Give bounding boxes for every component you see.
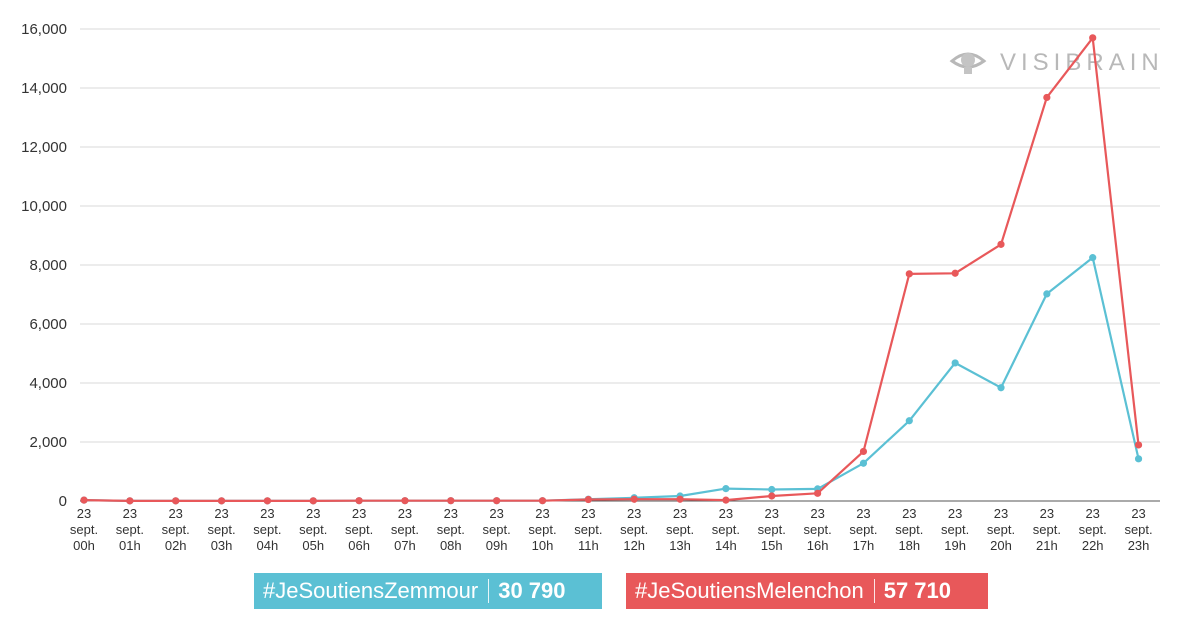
data-point	[951, 359, 959, 367]
data-point	[309, 497, 317, 505]
legend-item-zemmour: #JeSoutiensZemmour 30 790	[254, 573, 602, 609]
x-tick-label: 23 sept. 01h	[116, 506, 144, 553]
x-tick-label: 23 sept. 09h	[483, 506, 511, 553]
x-tick-label: 23 sept. 02h	[162, 506, 190, 553]
data-point	[538, 497, 547, 505]
data-point	[630, 495, 638, 503]
x-tick-label: 23 sept. 00h	[70, 506, 98, 553]
series-lines	[80, 34, 1143, 505]
legend-melenchon-name: #JeSoutiensMelenchon	[635, 578, 864, 603]
visibrain-watermark: VISIBRAIN	[949, 49, 1159, 76]
x-tick-label: 23 sept. 08h	[437, 506, 465, 553]
y-tick-label: 8,000	[29, 257, 67, 274]
data-point	[126, 497, 134, 505]
x-tick-label: 23 sept. 04h	[253, 506, 281, 553]
data-point	[676, 495, 684, 503]
data-point	[905, 417, 913, 425]
line-chart: 0 2,000 4,000 6,000 8,000 10,000 12,000 14,000 1…	[21, 21, 1160, 553]
x-tick-label: 23 sept. 10h	[528, 506, 556, 553]
x-tick-label: 23 sept. 03h	[207, 506, 235, 553]
legend-separator	[488, 579, 490, 603]
legend-zemmour-total: 30 790	[498, 578, 566, 603]
legend-separator	[873, 579, 875, 603]
x-tick-label: 23 sept. 23h	[1124, 506, 1152, 553]
data-point	[1134, 455, 1143, 463]
x-tick-label: 23 sept. 07h	[391, 506, 419, 553]
x-tick-label: 23 sept. 18h	[895, 506, 923, 553]
y-tick-label: 0	[59, 493, 67, 510]
legend-melenchon-total: 57 710	[883, 578, 952, 603]
x-tick-label: 23 sept. 11h	[574, 506, 602, 553]
data-point	[447, 497, 455, 505]
x-tick-label: 23 sept. 14h	[712, 506, 740, 553]
y-tick-label: 2,000	[29, 434, 67, 451]
data-point	[722, 496, 730, 504]
series-line	[83, 256, 1140, 502]
x-tick-label: 23 sept. 05h	[299, 506, 327, 553]
legend-item-melenchon: #JeSoutiensMelenchon 57 710	[626, 573, 988, 609]
data-point	[80, 496, 88, 504]
series-1	[80, 34, 1143, 505]
data-point	[493, 497, 501, 505]
legend-zemmour-name: #JeSoutiensZemmour	[263, 578, 479, 603]
data-point	[997, 240, 1005, 248]
data-point	[401, 497, 409, 505]
data-point	[217, 497, 226, 505]
data-point	[722, 485, 730, 493]
x-tick-label: 23 sept. 16h	[804, 506, 832, 553]
y-axis-ticks: 0 2,000 4,000 6,000 8,000 10,000 12,000 14,000 1…	[21, 21, 67, 510]
x-axis-ticks: 23 sept. 00h 23 sept. 01h 23 sept. 02h 23 sept. 03h…	[70, 506, 1153, 553]
series-line	[83, 36, 1140, 502]
data-point	[768, 485, 776, 494]
x-tick-label: 23 sept. 20h	[987, 506, 1015, 553]
series-0	[80, 254, 1143, 505]
x-tick-label: 23 sept. 06h	[345, 506, 373, 553]
data-point	[584, 495, 592, 504]
data-point	[814, 489, 822, 497]
data-point	[1043, 93, 1051, 102]
x-tick-label: 23 sept. 17h	[849, 506, 877, 553]
data-point	[1089, 254, 1097, 262]
x-tick-label: 23 sept. 13h	[666, 506, 694, 553]
eye-icon	[949, 52, 987, 74]
data-point	[1043, 290, 1051, 298]
data-point	[905, 270, 913, 278]
data-point	[768, 492, 776, 500]
y-tick-label: 14,000	[21, 80, 67, 97]
x-tick-label: 23 sept. 21h	[1033, 506, 1061, 553]
x-tick-label: 23 sept. 12h	[620, 506, 648, 553]
x-tick-label: 23 sept. 22h	[1079, 506, 1107, 553]
y-tick-label: 16,000	[21, 21, 67, 38]
x-tick-label: 23 sept. 19h	[941, 506, 969, 553]
data-point	[1134, 441, 1143, 449]
data-point	[172, 497, 180, 505]
y-tick-label: 4,000	[29, 375, 67, 392]
data-point	[951, 269, 959, 277]
y-tick-label: 12,000	[21, 139, 67, 156]
y-tick-label: 6,000	[29, 316, 67, 333]
data-point	[859, 447, 868, 456]
data-point	[263, 497, 271, 505]
x-tick-label: 23 sept. 15h	[758, 506, 786, 553]
y-tick-label: 10,000	[21, 198, 67, 215]
data-point	[997, 384, 1005, 392]
data-point	[859, 459, 868, 467]
gridlines	[80, 28, 1160, 443]
data-point	[1089, 34, 1097, 42]
data-point	[355, 497, 363, 505]
